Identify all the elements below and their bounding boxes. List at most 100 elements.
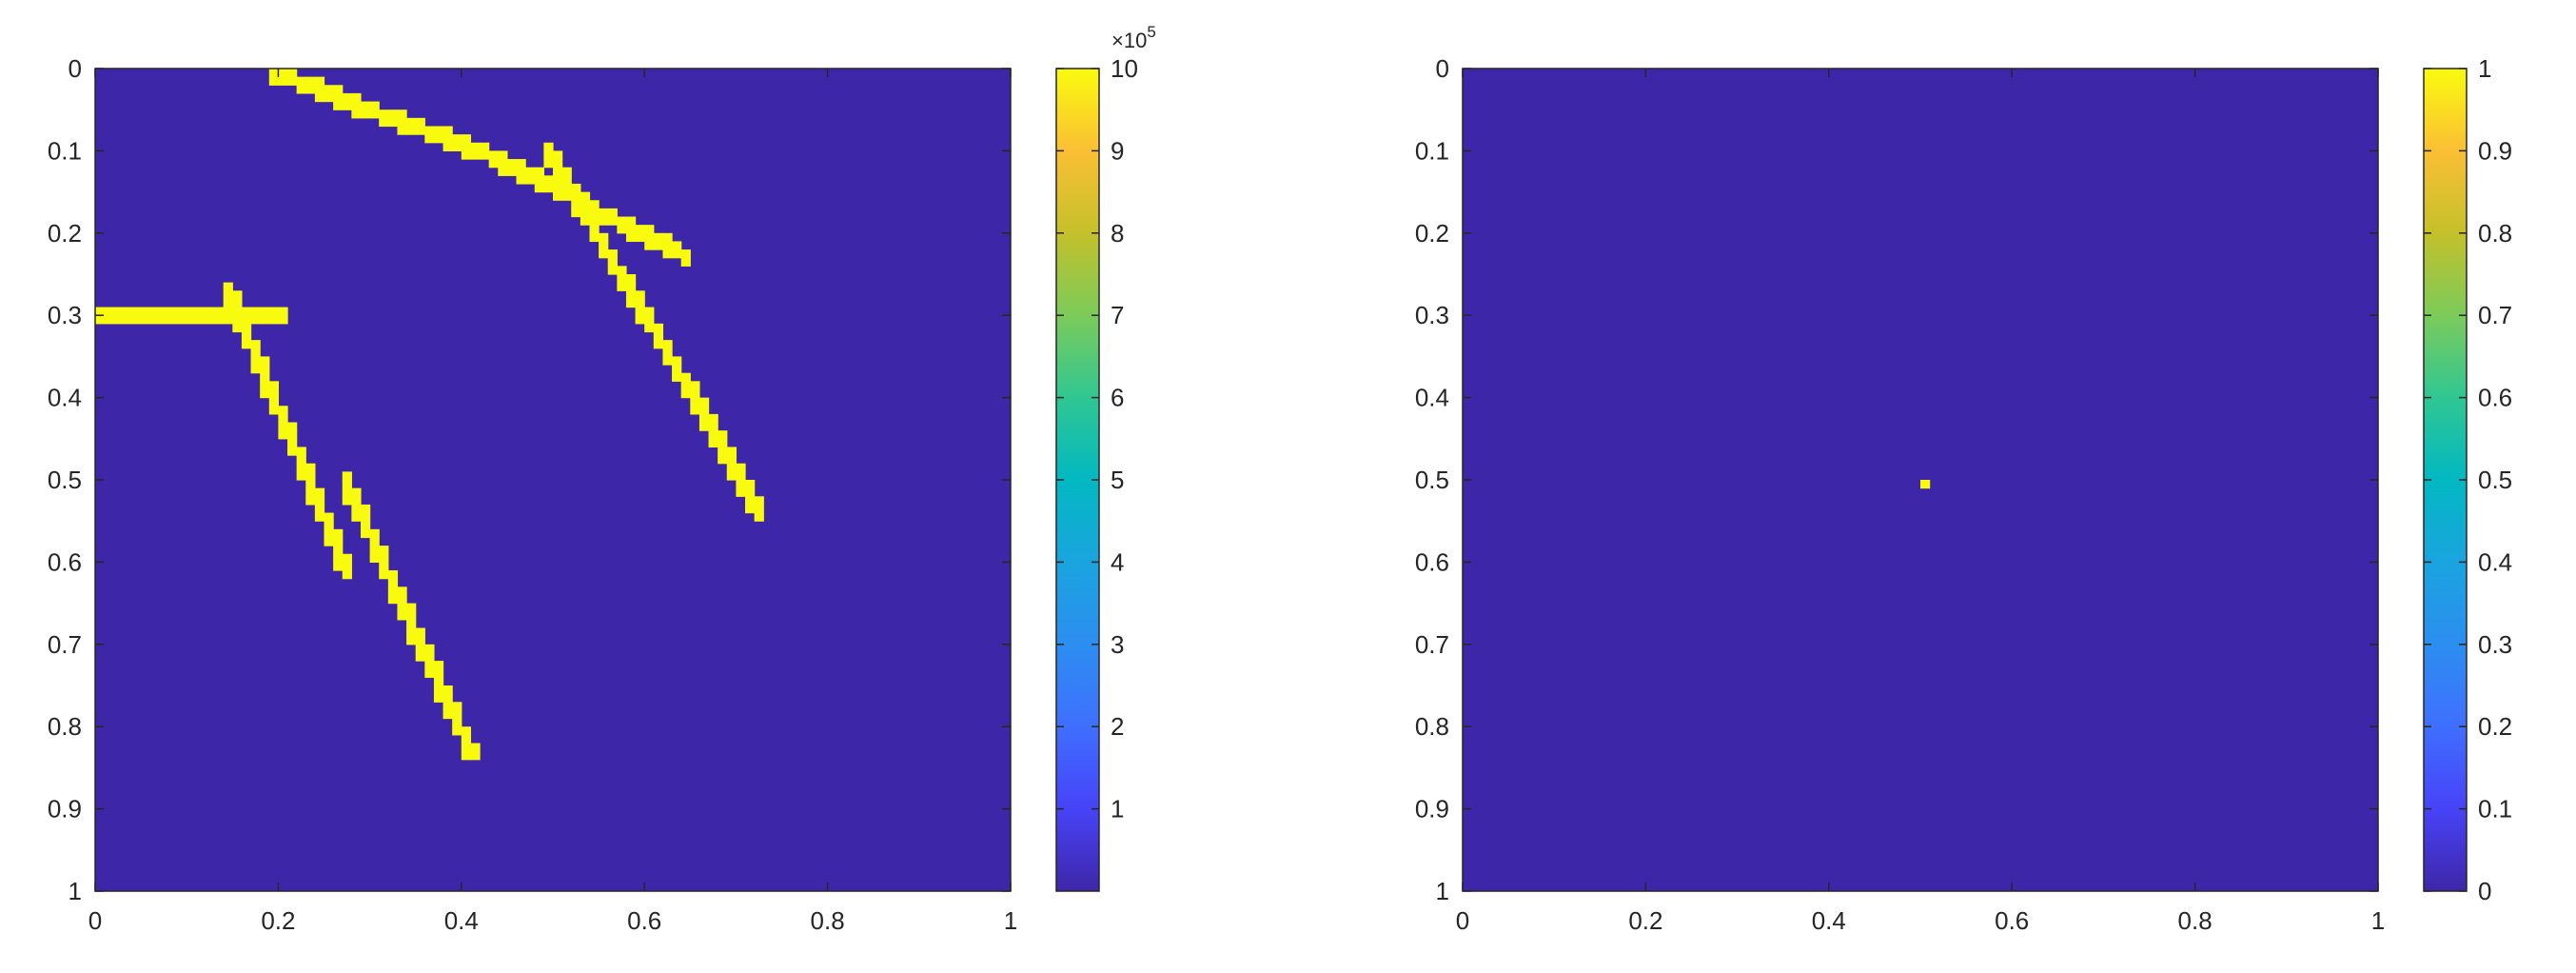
heatmap-cell — [653, 323, 664, 333]
heatmap-cell — [104, 315, 114, 325]
heatmap-cell — [314, 92, 325, 103]
heatmap-cell — [433, 134, 444, 144]
heatmap-cell — [379, 109, 389, 119]
heatmap-cell — [589, 216, 600, 226]
heatmap-cell — [95, 315, 106, 325]
heatmap-cell — [470, 743, 481, 752]
heatmap-cell — [516, 175, 526, 185]
heatmap-cell — [406, 636, 417, 645]
heatmap-cell — [553, 150, 563, 160]
heatmap-cell — [95, 307, 106, 316]
heatmap-cell — [149, 315, 160, 325]
left-heatmap-high-value-cells — [95, 69, 764, 761]
heatmap-cell — [607, 249, 618, 259]
y-tick-label: 0.9 — [48, 795, 82, 824]
heatmap-cell — [379, 562, 389, 571]
heatmap-cell — [387, 586, 399, 596]
heatmap-cell — [625, 274, 637, 284]
heatmap-cell — [260, 356, 270, 366]
heatmap-cell — [607, 257, 618, 267]
heatmap-cell — [442, 693, 453, 703]
heatmap-cell — [314, 512, 325, 522]
heatmap-cell — [452, 142, 462, 151]
heatmap-cell — [241, 340, 252, 349]
heatmap-cell — [278, 422, 288, 431]
heatmap-cell — [424, 652, 435, 662]
x-tick-label: 0 — [1456, 906, 1469, 935]
heatmap-cell — [369, 528, 380, 539]
heatmap-cell — [635, 290, 645, 300]
left-colorbar-ticks: 1 2 3 4 5 6 7 8 9 10 — [1056, 54, 1138, 824]
heatmap-cell — [571, 200, 581, 209]
heatmap-cell — [214, 315, 225, 325]
y-tick-label: 0.1 — [1415, 136, 1449, 165]
heatmap-cell — [461, 150, 472, 160]
heatmap-cell — [580, 208, 591, 218]
x-tick-label: 0.6 — [1995, 906, 2029, 935]
heatmap-cell — [333, 562, 344, 571]
heatmap-cell — [672, 372, 682, 382]
y-tick-label: 0.1 — [48, 136, 82, 165]
heatmap-cell — [635, 225, 645, 234]
y-tick-label: 0 — [69, 54, 82, 83]
heatmap-cell — [433, 677, 444, 686]
heatmap-cell — [424, 134, 435, 144]
colorbar-tick-label: 8 — [1111, 219, 1124, 248]
heatmap-cell — [351, 109, 362, 119]
heatmap-cell — [351, 512, 362, 522]
heatmap-cell — [379, 553, 389, 563]
y-tick-label: 0.4 — [1415, 384, 1449, 412]
heatmap-cell — [452, 718, 462, 727]
colorbar-tick-label: 10 — [1111, 54, 1138, 83]
heatmap-cell — [607, 266, 618, 275]
heatmap-cell — [187, 315, 197, 325]
heatmap-cell — [718, 455, 728, 465]
heatmap-cell — [342, 496, 352, 506]
heatmap-cell — [672, 249, 682, 259]
y-tick-label: 0.3 — [1415, 301, 1449, 329]
heatmap-cell — [406, 619, 417, 629]
heatmap-cell — [543, 142, 554, 151]
heatmap-cell — [745, 480, 756, 489]
x-tick-label: 0.2 — [1628, 906, 1662, 935]
heatmap-cell — [726, 455, 737, 465]
colorbar-tick-label: 1 — [1111, 795, 1124, 824]
heatmap-cell — [333, 546, 344, 555]
colorbar-tick-label: 0.1 — [2478, 795, 2512, 824]
heatmap-cell — [415, 652, 425, 662]
heatmap-cell — [589, 208, 600, 218]
heatmap-cell — [250, 348, 261, 357]
heatmap-cell — [278, 76, 288, 86]
heatmap-cell — [113, 307, 124, 316]
heatmap-cell — [644, 315, 655, 325]
heatmap-cell — [718, 430, 728, 440]
heatmap-cell — [745, 487, 756, 497]
heatmap-cell — [287, 447, 298, 456]
heatmap-cell — [433, 693, 444, 703]
heatmap-cell — [617, 216, 627, 226]
heatmap-cell — [708, 438, 718, 448]
heatmap-cell — [470, 142, 481, 151]
heatmap-cell — [250, 307, 261, 316]
heatmap-cell — [488, 150, 499, 160]
heatmap-cell — [360, 512, 371, 522]
heatmap-cell — [250, 315, 261, 325]
heatmap-cell — [205, 315, 215, 325]
heatmap-cell — [305, 487, 316, 497]
heatmap-cell — [342, 487, 352, 497]
heatmap-cell — [690, 388, 700, 399]
heatmap-cell — [580, 200, 591, 209]
heatmap-cell — [424, 668, 435, 678]
heatmap-cell — [415, 627, 425, 637]
heatmap-cell — [369, 101, 380, 110]
y-tick-label: 0.7 — [1415, 630, 1449, 659]
heatmap-cell — [543, 183, 554, 193]
heatmap-cell — [599, 241, 609, 250]
heatmap-cell — [754, 496, 764, 506]
heatmap-cell — [498, 159, 508, 169]
y-tick-label: 0.8 — [48, 712, 82, 741]
heatmap-cell — [525, 175, 536, 185]
heatmap-cell — [342, 92, 352, 103]
y-tick-label: 0.6 — [1415, 547, 1449, 576]
heatmap-cell — [635, 307, 645, 316]
